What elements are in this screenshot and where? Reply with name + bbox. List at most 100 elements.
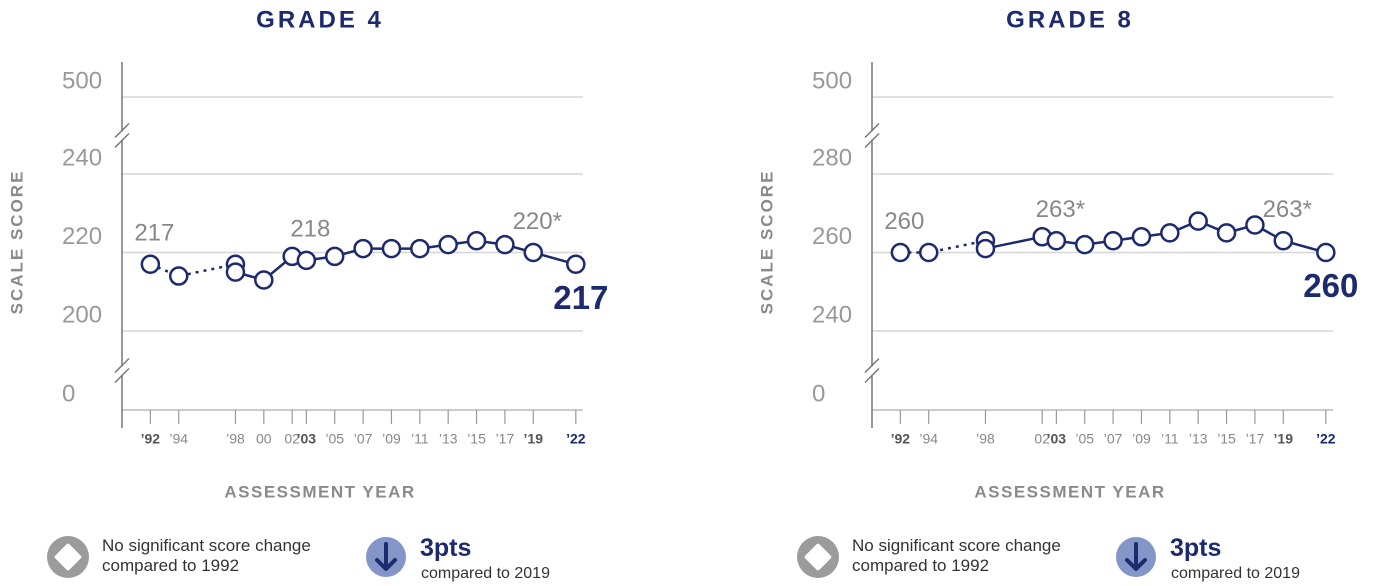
value-label: 218: [290, 216, 330, 243]
axis-break-gap: [866, 366, 878, 375]
line: [149, 263, 236, 278]
y-tick-label: 0: [812, 380, 825, 407]
y-tick-label: 220: [62, 223, 102, 250]
x-tick-label: ’98: [976, 431, 995, 447]
y-tick-label: 240: [812, 301, 852, 328]
no-change-diamond: [54, 543, 82, 571]
chart-panel: GRADE 8 SCALE SCORE ASSESSMENT YEAR 0 240 260…: [750, 0, 1377, 586]
chart-title: GRADE 4: [256, 6, 384, 33]
axis-break: [114, 367, 130, 384]
point: [523, 242, 544, 263]
value-label: 263*: [1036, 196, 1085, 223]
point: [225, 262, 246, 282]
x-tick-label: ’17: [496, 431, 515, 447]
score-change: 3pts: [1170, 534, 1222, 562]
score-change-note: compared to 2019: [1171, 565, 1300, 582]
point: [1074, 234, 1095, 255]
point: [381, 238, 402, 259]
x-tick-label: ’92: [141, 431, 161, 447]
x-tick-label: 02: [1034, 431, 1050, 447]
axis-break: [864, 122, 880, 139]
no-change-diamond: [804, 543, 832, 571]
axis-break-gap: [116, 131, 128, 140]
point: [168, 266, 189, 286]
x-tick-label: ’03: [1047, 431, 1067, 447]
value-label: 217: [134, 220, 174, 247]
chart: GRADE 8 SCALE SCORE ASSESSMENT YEAR 0 240 260…: [757, 6, 1358, 578]
line: [900, 239, 986, 254]
x-tick-label: ’07: [354, 431, 373, 447]
point: [1273, 230, 1294, 251]
point: [495, 234, 515, 255]
point: [1188, 211, 1208, 231]
y-axis-title: SCALE SCORE: [757, 170, 776, 315]
point: [466, 230, 487, 251]
point: [975, 238, 996, 259]
x-tick-label: ’94: [919, 431, 938, 447]
axis-break: [864, 132, 880, 149]
point: [1245, 215, 1265, 235]
y-tick-label: 200: [62, 301, 102, 328]
y-tick-label: 0: [62, 380, 75, 407]
x-tick-label: ’09: [382, 431, 401, 447]
point: [1131, 227, 1152, 247]
point: [140, 254, 161, 275]
chart-panel: GRADE 4 SCALE SCORE ASSESSMENT YEAR 0 200 220…: [0, 0, 627, 586]
x-tick-label: ’11: [411, 431, 429, 447]
x-tick-label: ’09: [1132, 431, 1151, 447]
x-tick-label: ’22: [1316, 431, 1336, 447]
axis-break-gap: [866, 131, 878, 140]
point: [1316, 242, 1336, 263]
x-tick-label: ’15: [467, 431, 486, 447]
y-tick-label: 240: [62, 144, 102, 171]
point: [254, 270, 274, 290]
x-axis-title: ASSESSMENT YEAR: [974, 482, 1165, 501]
axis-break: [114, 132, 130, 149]
x-tick-label: ’07: [1104, 431, 1123, 447]
x-tick-label: ’92: [891, 431, 911, 447]
x-tick-label: ’13: [439, 431, 458, 447]
baseline-note: No significant score change compared to …: [852, 536, 1061, 575]
value-label: 220*: [513, 208, 562, 235]
chart-title: GRADE 8: [1006, 6, 1134, 33]
axis-break: [114, 357, 130, 374]
point: [296, 250, 317, 271]
axis-break: [864, 367, 880, 384]
point: [410, 238, 430, 259]
x-tick-label: ’19: [524, 431, 544, 447]
x-tick-label: ’03: [297, 431, 317, 447]
x-tick-label: ’98: [226, 431, 245, 447]
point: [918, 242, 939, 263]
value-label: 263*: [1263, 196, 1312, 223]
axis-break: [114, 122, 130, 139]
point: [324, 246, 345, 267]
y-tick-label: 280: [812, 144, 852, 171]
down-arrow: [1125, 542, 1147, 571]
point: [1103, 230, 1123, 251]
x-tick-label: ’15: [1217, 431, 1236, 447]
latest-score-label: 260: [1303, 267, 1358, 304]
x-tick-label: 02: [284, 431, 300, 447]
score-change: 3pts: [420, 534, 472, 562]
y-tick-label: 500: [62, 67, 102, 94]
x-tick-label: ’05: [325, 431, 344, 447]
axis-break-gap: [116, 366, 128, 375]
score-change-note: compared to 2019: [421, 565, 550, 582]
point: [1160, 223, 1180, 243]
x-axis-title: ASSESSMENT YEAR: [224, 482, 415, 501]
axis-break: [864, 357, 880, 374]
x-tick-label: ’13: [1189, 431, 1208, 447]
x-tick-label: ’17: [1246, 431, 1265, 447]
x-tick-label: ’05: [1075, 431, 1094, 447]
x-tick-label: 00: [256, 431, 272, 447]
point: [890, 242, 911, 263]
baseline-note: No significant score change compared to …: [102, 536, 311, 575]
point: [1216, 223, 1237, 243]
y-axis-title: SCALE SCORE: [7, 170, 26, 315]
point: [1046, 230, 1067, 251]
y-tick-label: 260: [812, 223, 852, 250]
x-tick-label: ’19: [1274, 431, 1294, 447]
y-tick-label: 500: [812, 67, 852, 94]
